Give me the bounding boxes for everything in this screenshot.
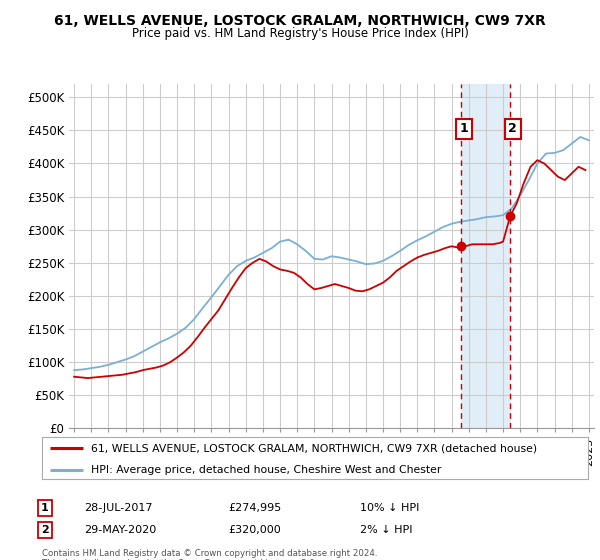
Text: 29-MAY-2020: 29-MAY-2020 xyxy=(84,525,156,535)
Bar xyxy=(461,84,510,428)
Text: 2: 2 xyxy=(508,122,517,136)
Text: 2: 2 xyxy=(41,525,49,535)
Text: 2% ↓ HPI: 2% ↓ HPI xyxy=(360,525,413,535)
Text: 1: 1 xyxy=(41,503,49,513)
Text: 10% ↓ HPI: 10% ↓ HPI xyxy=(360,503,419,513)
Text: Contains HM Land Registry data © Crown copyright and database right 2024.
This d: Contains HM Land Registry data © Crown c… xyxy=(42,549,377,560)
Text: £274,995: £274,995 xyxy=(228,503,281,513)
Text: 1: 1 xyxy=(460,122,469,136)
Text: HPI: Average price, detached house, Cheshire West and Chester: HPI: Average price, detached house, Ches… xyxy=(91,465,442,474)
Text: 61, WELLS AVENUE, LOSTOCK GRALAM, NORTHWICH, CW9 7XR (detached house): 61, WELLS AVENUE, LOSTOCK GRALAM, NORTHW… xyxy=(91,443,537,453)
Text: Price paid vs. HM Land Registry's House Price Index (HPI): Price paid vs. HM Land Registry's House … xyxy=(131,27,469,40)
Text: £320,000: £320,000 xyxy=(228,525,281,535)
Text: 28-JUL-2017: 28-JUL-2017 xyxy=(84,503,152,513)
Text: 61, WELLS AVENUE, LOSTOCK GRALAM, NORTHWICH, CW9 7XR: 61, WELLS AVENUE, LOSTOCK GRALAM, NORTHW… xyxy=(54,14,546,28)
